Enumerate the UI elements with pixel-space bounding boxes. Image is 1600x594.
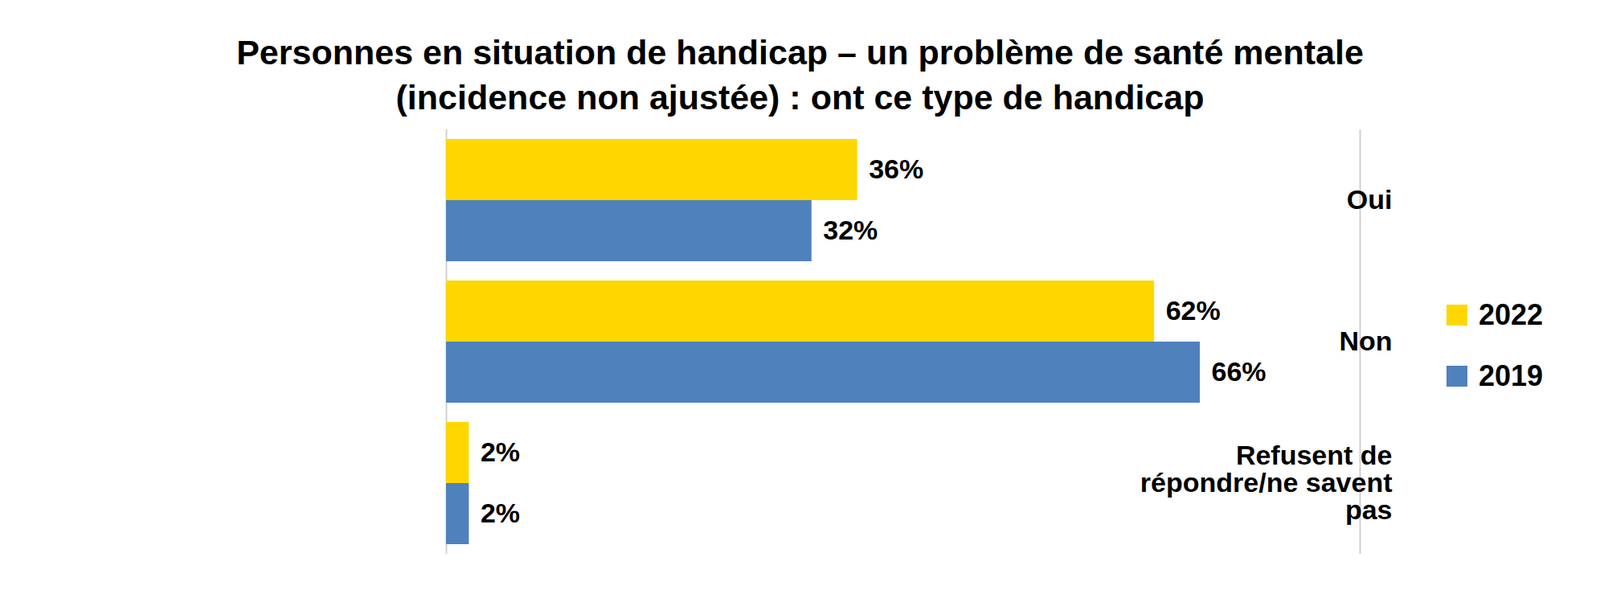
html-text:Personnes en situation de hand: Personnes en situation de handicap – un …	[236, 32, 1364, 117]
html-text:2022: 2022	[1478, 297, 1544, 331]
svg-text:32%: 32%	[822, 214, 878, 246]
svg-text:Refusent derépondre/ne saventp: Refusent derépondre/ne saventpas	[1140, 439, 1393, 525]
svg-text:2%: 2%	[480, 436, 520, 467]
svg-text:36%: 36%	[868, 153, 924, 185]
svg-text:Non: Non	[1338, 325, 1392, 357]
svg-text:Oui: Oui	[1346, 184, 1393, 215]
html-text:2019: 2019	[1478, 359, 1544, 393]
svg-text:2%: 2%	[480, 497, 520, 528]
svg-text:66%: 66%	[1211, 356, 1267, 387]
svg-text:62%: 62%	[1166, 294, 1221, 326]
